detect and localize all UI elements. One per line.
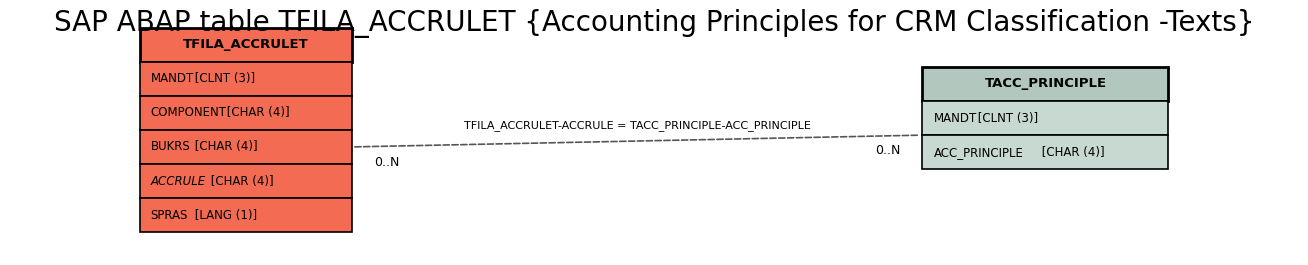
Text: TACC_PRINCIPLE: TACC_PRINCIPLE (985, 77, 1107, 90)
Text: [CLNT (3)]: [CLNT (3)] (191, 72, 255, 85)
Text: ACCRULE: ACCRULE (150, 175, 205, 188)
Text: COMPONENT: COMPONENT (150, 106, 226, 119)
Text: [CHAR (4)]: [CHAR (4)] (191, 140, 258, 153)
Text: [CHAR (4)]: [CHAR (4)] (224, 106, 290, 119)
Text: [CLNT (3)]: [CLNT (3)] (974, 112, 1039, 125)
Text: MANDT: MANDT (150, 72, 194, 85)
Polygon shape (140, 164, 352, 198)
Text: BUKRS: BUKRS (150, 140, 191, 153)
Polygon shape (140, 28, 352, 62)
Text: TFILA_ACCRULET-ACCRULE = TACC_PRINCIPLE-ACC_PRINCIPLE: TFILA_ACCRULET-ACCRULE = TACC_PRINCIPLE-… (464, 120, 811, 131)
Text: ACC_PRINCIPLE: ACC_PRINCIPLE (934, 146, 1023, 159)
Polygon shape (922, 135, 1168, 169)
Polygon shape (140, 130, 352, 164)
Text: MANDT: MANDT (934, 112, 977, 125)
Polygon shape (922, 67, 1168, 101)
Text: TFILA_ACCRULET: TFILA_ACCRULET (183, 38, 309, 51)
Text: 0..N: 0..N (875, 144, 900, 157)
Polygon shape (140, 62, 352, 96)
Text: 0..N: 0..N (374, 156, 400, 169)
Text: SPRAS: SPRAS (150, 209, 188, 222)
Text: [LANG (1)]: [LANG (1)] (191, 209, 258, 222)
Text: [CHAR (4)]: [CHAR (4)] (1039, 146, 1105, 159)
Polygon shape (140, 198, 352, 232)
Polygon shape (922, 101, 1168, 135)
Polygon shape (140, 96, 352, 130)
Text: SAP ABAP table TFILA_ACCRULET {Accounting Principles for CRM Classification -Tex: SAP ABAP table TFILA_ACCRULET {Accountin… (54, 9, 1254, 38)
Text: [CHAR (4)]: [CHAR (4)] (207, 175, 273, 188)
